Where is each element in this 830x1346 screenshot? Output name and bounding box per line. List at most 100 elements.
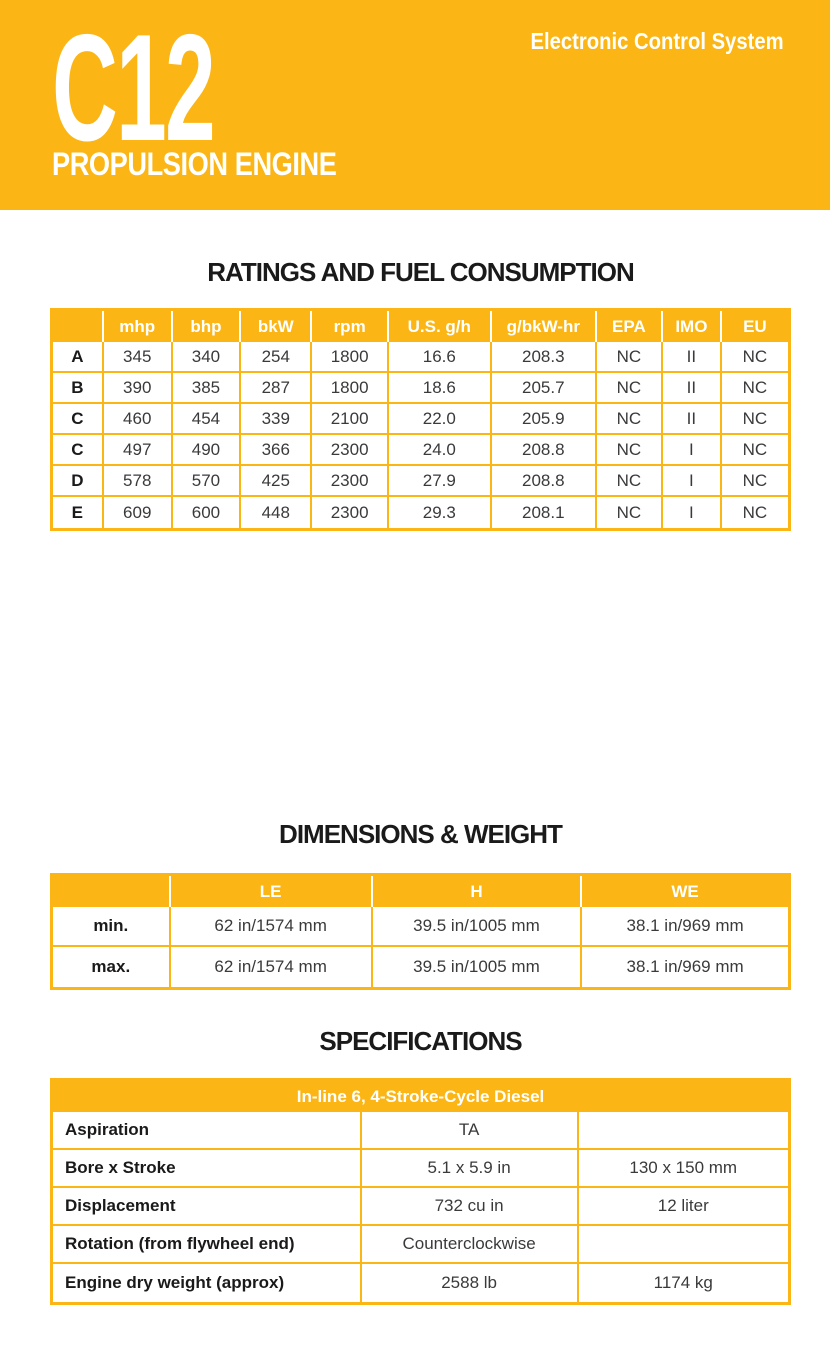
cell-bkw: 254 (241, 342, 313, 373)
rating-letter: B (53, 373, 104, 404)
cell-eu: NC (721, 466, 788, 497)
dimensions-header-row: LE H WE (53, 876, 788, 907)
cell-bkw: 448 (241, 497, 313, 528)
dimensions-section-title: DIMENSIONS & WEIGHT (279, 819, 563, 849)
header-banner: C12 Electronic Control System PROPULSION… (0, 0, 830, 210)
cell-us-gh: 22.0 (388, 404, 492, 435)
column-header (53, 311, 104, 342)
cell-g-bkw-hr: 208.1 (492, 497, 597, 528)
cell-imo: II (662, 373, 722, 404)
dimensions-row-min: min. 62 in/1574 mm 39.5 in/1005 mm 38.1 … (53, 907, 788, 947)
cell-us-gh: 16.6 (388, 342, 492, 373)
spec-row-bore-stroke: Bore x Stroke 5.1 x 5.9 in 130 x 150 mm (53, 1150, 788, 1188)
spec-value-metric: 12 liter (578, 1188, 788, 1226)
cell-bhp: 385 (172, 373, 242, 404)
cell-we: 38.1 in/969 mm (582, 907, 788, 947)
engine-model-title: C12 (52, 3, 216, 173)
cell-imo: I (662, 435, 722, 466)
ratings-row-c1: C 460 454 339 2100 22.0 205.9 NC II NC (53, 404, 788, 435)
cell-bkw: 366 (241, 435, 313, 466)
column-header-bhp: bhp (172, 311, 242, 342)
cell-h: 39.5 in/1005 mm (372, 907, 583, 947)
column-header-h: H (372, 876, 583, 907)
cell-le: 62 in/1574 mm (170, 907, 373, 947)
cell-g-bkw-hr: 208.8 (491, 435, 597, 466)
spec-label: Rotation (from flywheel end) (53, 1226, 362, 1264)
column-header-epa: EPA (596, 311, 663, 342)
spec-value-metric: 1174 kg (653, 1273, 713, 1292)
cell-bhp: 600 (173, 497, 242, 528)
engine-configuration-header: In-line 6, 4-Stroke-Cycle Diesel (53, 1081, 788, 1112)
rating-letter: C (53, 435, 104, 466)
rating-letter: E (53, 497, 104, 528)
specifications-section-title: SPECIFICATIONS (319, 1026, 522, 1056)
cell-imo: II (662, 404, 722, 435)
column-header-bkw: bkW (241, 311, 313, 342)
cell-epa: NC (596, 404, 663, 435)
cell-mhp: 578 (103, 466, 173, 497)
column-header-we: WE (582, 876, 788, 907)
cell-mhp: 390 (103, 373, 173, 404)
spec-row-dry-weight: Engine dry weight (approx) 2588 lb 1174 … (53, 1264, 788, 1302)
cell-bkw: 287 (241, 373, 313, 404)
cell-eu: NC (721, 373, 788, 404)
column-header-imo: IMO (662, 311, 722, 342)
cell-h: 39.5 in/1005 mm (373, 947, 583, 987)
column-header (53, 876, 171, 907)
cell-rpm: 1800 (312, 342, 389, 373)
cell-rpm: 2300 (312, 435, 389, 466)
cell-imo: I (663, 497, 722, 528)
ratings-row-a: A 345 340 254 1800 16.6 208.3 NC II NC (53, 342, 788, 373)
spec-row-aspiration: Aspiration TA (53, 1112, 788, 1150)
cell-g-bkw-hr: 208.8 (491, 466, 597, 497)
spec-value-primary: TA (361, 1112, 579, 1150)
spec-value-metric (578, 1112, 788, 1150)
spec-value-metric: 130 x 150 mm (578, 1150, 788, 1188)
specifications-header-row: In-line 6, 4-Stroke-Cycle Diesel (53, 1081, 788, 1112)
cell-epa: NC (596, 435, 663, 466)
cell-imo: I (662, 466, 722, 497)
spec-row-displacement: Displacement 732 cu in 12 liter (53, 1188, 788, 1226)
propulsion-engine-label: PROPULSION ENGINE (52, 146, 337, 182)
spec-value-primary: 2588 lb (362, 1264, 579, 1302)
cell-rpm: 2300 (312, 497, 389, 528)
cell-us-gh: 27.9 (388, 466, 492, 497)
cell-bkw: 425 (241, 466, 313, 497)
cell-epa: NC (596, 373, 663, 404)
ratings-header-row: mhp bhp bkW rpm U.S. g/h g/bkW-hr EPA IM… (53, 311, 788, 342)
cell-rpm: 2300 (312, 466, 389, 497)
cell-g-bkw-hr: 205.7 (491, 373, 597, 404)
cell-us-gh: 24.0 (388, 435, 492, 466)
ratings-row-e: E 609 600 448 2300 29.3 208.1 NC I NC (53, 497, 788, 528)
cell-eu: NC (721, 404, 788, 435)
cell-mhp: 460 (103, 404, 173, 435)
ratings-row-b: B 390 385 287 1800 18.6 205.7 NC II NC (53, 373, 788, 404)
cell-eu: NC (721, 435, 788, 466)
electronic-control-label: Electronic Control System (530, 28, 784, 54)
dimensions-row-max: max. 62 in/1574 mm 39.5 in/1005 mm 38.1 … (53, 947, 788, 987)
cell-rpm: 1800 (312, 373, 389, 404)
cell-mhp: 345 (103, 342, 173, 373)
rating-letter: D (53, 466, 104, 497)
column-header-eu: EU (721, 311, 788, 342)
cell-us-gh: 18.6 (388, 373, 492, 404)
cell-epa: NC (596, 466, 663, 497)
cell-bkw: 339 (241, 404, 313, 435)
cell-rpm: 2100 (312, 404, 389, 435)
cell-bhp: 454 (172, 404, 242, 435)
cell-we: 38.1 in/969 mm (626, 957, 744, 976)
ratings-row-c2: C 497 490 366 2300 24.0 208.8 NC I NC (53, 435, 788, 466)
column-header-mhp: mhp (103, 311, 173, 342)
cell-le: 62 in/1574 mm (171, 947, 373, 987)
row-label-min: min. (53, 907, 171, 947)
cell-mhp: 609 (104, 497, 173, 528)
spec-value-primary: 5.1 x 5.9 in (361, 1150, 579, 1188)
spec-value-metric (578, 1226, 788, 1264)
cell-mhp: 497 (103, 435, 173, 466)
column-header-rpm: rpm (312, 311, 389, 342)
ratings-table: mhp bhp bkW rpm U.S. g/h g/bkW-hr EPA IM… (50, 308, 791, 531)
column-header-g-bkw-hr: g/bkW-hr (491, 311, 597, 342)
spec-row-rotation: Rotation (from flywheel end) Countercloc… (53, 1226, 788, 1264)
cell-g-bkw-hr: 205.9 (491, 404, 597, 435)
